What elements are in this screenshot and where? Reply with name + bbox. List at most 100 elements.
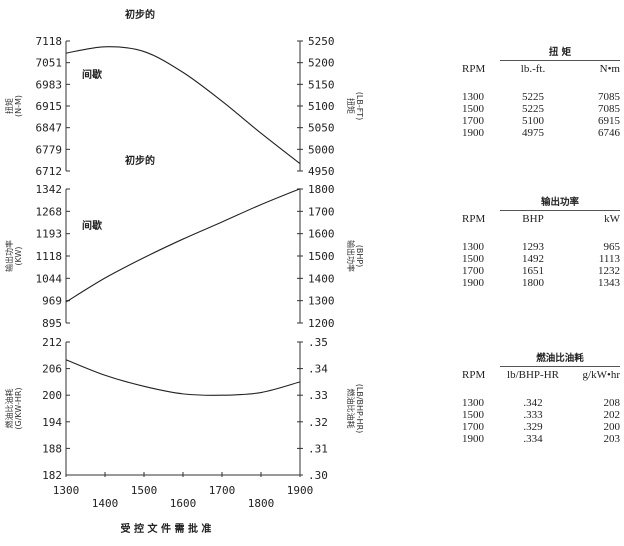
table-row: 1500 5225 7085: [462, 103, 620, 115]
table-cell: 200: [603, 421, 621, 433]
table-cell: 1500: [462, 103, 484, 115]
table-cell: 4975: [522, 127, 544, 139]
table-row: 1300 5225 7085: [462, 91, 620, 103]
y-tick-label: 7118: [36, 35, 63, 48]
table-cell: 965: [603, 241, 621, 253]
y2-tick-label: 1700: [308, 205, 335, 218]
y2-tick-label: 1300: [308, 295, 335, 308]
table-cell: 7085: [598, 91, 620, 103]
y2-tick-label: 5000: [308, 143, 335, 156]
y2-tick-label: .33: [308, 389, 328, 402]
x-tick-label: 1300: [53, 484, 80, 497]
table-cell: 6915: [598, 115, 620, 127]
table-cell: 1900: [462, 277, 484, 289]
y-tick-label: 7051: [36, 57, 63, 70]
y-tick-label: 6983: [36, 78, 63, 91]
table-cell: 1300: [462, 397, 484, 409]
table-cell: 1300: [462, 241, 484, 253]
table-cell: RPM: [462, 369, 486, 381]
table-cell: 5100: [522, 115, 544, 127]
y-tick-label: 6712: [36, 165, 63, 178]
table-cell: kW: [604, 213, 620, 225]
x-tick-label: 1500: [131, 484, 158, 497]
intermittent-label: 间歇: [82, 68, 102, 81]
y2-tick-label: 1600: [308, 228, 335, 241]
preliminary-label: 初步的: [125, 154, 155, 167]
table-cell: N•m: [599, 63, 620, 75]
table-cell: g/kW•hr: [582, 369, 620, 381]
intermittent-label: 间歇: [82, 219, 102, 232]
fuel-table: 燃油比油耗 RPM lb/BHP-HR g/kW•hr 1300 .342 208 1500.…: [462, 350, 620, 445]
y-axis-label: (G/KW-HR): [14, 387, 23, 429]
table-row: 1300 1293 965: [462, 241, 620, 253]
y-tick-label: 1118: [36, 250, 63, 263]
y-axis-label: 输出功率: [4, 240, 14, 272]
x-tick-label: 1700: [209, 484, 236, 497]
y2-tick-label: .31: [308, 442, 328, 455]
table-cell: 1113: [598, 253, 620, 265]
table-row: 1900 1800 1343: [462, 277, 620, 289]
y2-tick-label: 4950: [308, 165, 335, 178]
y2-tick-label: 1200: [308, 317, 335, 330]
y2-axis-label: 输出功率: [346, 240, 356, 272]
y2-tick-label: 1800: [308, 183, 335, 196]
power-table: 输出功率 RPM BHP kW 1300 1293 965 1500 1492 1113 1700 1…: [462, 194, 620, 289]
y-tick-label: 1342: [36, 183, 63, 196]
y2-tick-label: 5050: [308, 122, 335, 135]
y-tick-label: 1044: [36, 272, 63, 285]
table-row: 1900 4975 6746: [462, 127, 620, 139]
table-cell: 1700: [462, 115, 484, 127]
y2-tick-label: 5200: [308, 57, 335, 70]
x-tick-label: 1900: [287, 484, 314, 497]
y-tick-label: 1268: [36, 205, 63, 218]
table-cell: .333: [523, 409, 543, 421]
y2-tick-label: 5100: [308, 100, 335, 113]
table-title: 输出功率: [500, 194, 620, 211]
x-tick-label: 1800: [248, 497, 275, 510]
table-row: 1500 1492 1113: [462, 253, 620, 265]
controlled-document-note: 受 控 文 件 需 批 准: [121, 522, 212, 535]
y-axis-label: (KW): [14, 246, 23, 265]
table-row: 1300 .342 208: [462, 397, 620, 409]
table-cell: 1700: [462, 421, 484, 433]
y2-tick-label: .30: [308, 469, 328, 482]
table-row: 1700 5100 6915: [462, 115, 620, 127]
table-header: RPM lb/BHP-HR g/kW•hr: [462, 369, 620, 381]
y-axis-label: 扭矩: [4, 98, 14, 114]
y-tick-label: 200: [42, 389, 62, 402]
table-cell: 1500: [462, 253, 484, 265]
table-cell: lb.-ft.: [520, 63, 546, 75]
table-title: 扭 矩: [500, 44, 620, 61]
table-row: 1900 .334 203: [462, 433, 620, 445]
table-cell: 1800: [522, 277, 544, 289]
y2-axis-label: (BHP): [355, 245, 364, 268]
table-cell: 1343: [598, 277, 620, 289]
y2-axis-label: 燃油比油耗: [346, 389, 356, 429]
y-tick-label: 6847: [36, 122, 63, 135]
y2-tick-label: .35: [308, 336, 328, 349]
table-cell: 6746: [598, 127, 620, 139]
table-row: 1500 .333 202: [462, 409, 620, 421]
y2-tick-label: .34: [308, 363, 328, 376]
y2-tick-label: 1500: [308, 250, 335, 263]
table-cell: .334: [523, 433, 543, 445]
y-tick-label: 194: [42, 416, 62, 429]
table-cell: 1300: [462, 91, 484, 103]
table-cell: .329: [523, 421, 543, 433]
table-cell: 7085: [598, 103, 620, 115]
x-tick-label: 1400: [92, 497, 119, 510]
table-cell: RPM: [462, 213, 486, 225]
table-title: 燃油比油耗: [500, 350, 620, 367]
series-line: [65, 359, 301, 396]
table-cell: 1900: [462, 433, 484, 445]
y2-tick-label: .32: [308, 416, 328, 429]
table-cell: 1500: [462, 409, 484, 421]
table-cell: 203: [603, 433, 621, 445]
table-cell: 1651: [522, 265, 544, 277]
table-cell: .342: [523, 397, 543, 409]
table-cell: BHP: [522, 213, 544, 225]
y2-tick-label: 5250: [308, 35, 335, 48]
y-tick-label: 182: [42, 469, 62, 482]
